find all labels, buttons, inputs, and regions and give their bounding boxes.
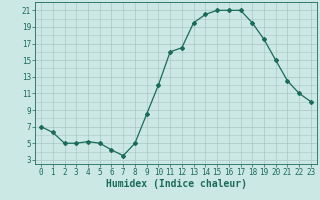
X-axis label: Humidex (Indice chaleur): Humidex (Indice chaleur) — [106, 179, 246, 189]
